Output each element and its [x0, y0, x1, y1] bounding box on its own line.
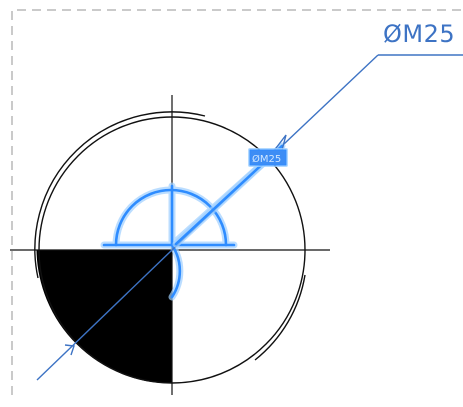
callout-label[interactable]: ØM25 — [383, 20, 455, 48]
thread-arc-lower — [254, 274, 306, 361]
diameter-dimension-line[interactable] — [36, 249, 173, 381]
selected-label-box[interactable] — [249, 149, 287, 166]
thread-arc-upper — [34, 111, 206, 279]
diameter-arrowhead — [64, 344, 75, 356]
leader-arrowhead-upper — [272, 134, 287, 155]
selected-label-text: ØM25 — [252, 153, 281, 165]
sheet-frame-border — [11, 9, 463, 395]
selected-thread-symbol[interactable] — [102, 184, 236, 299]
